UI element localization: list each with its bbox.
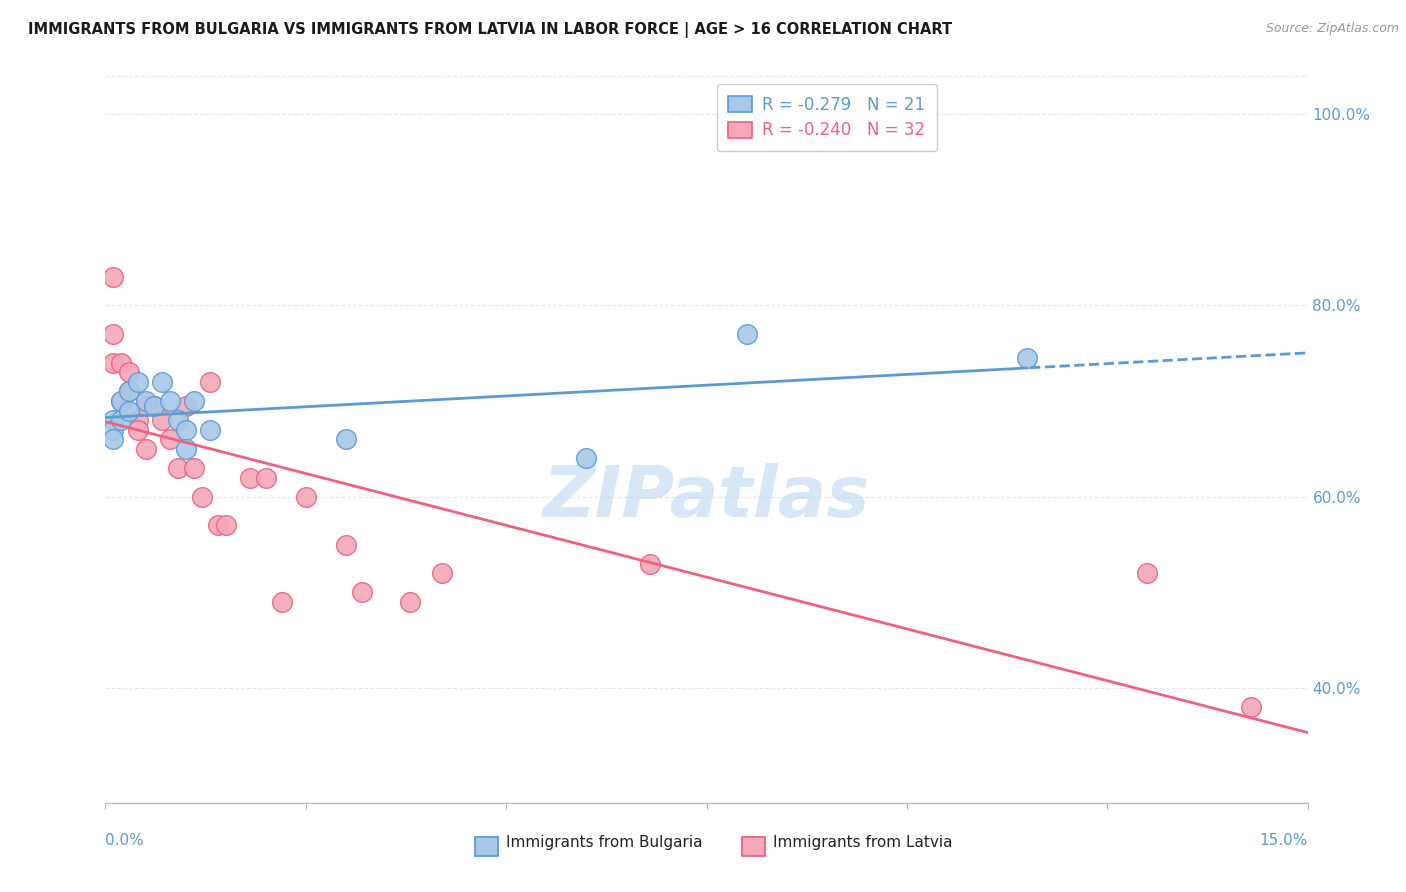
Point bbox=[350, 585, 373, 599]
Point bbox=[150, 413, 173, 427]
Point bbox=[430, 566, 453, 581]
Point bbox=[270, 595, 292, 609]
Point bbox=[174, 423, 197, 437]
Point bbox=[127, 423, 149, 437]
Point bbox=[254, 470, 277, 484]
Point bbox=[110, 394, 132, 409]
Point bbox=[118, 365, 141, 379]
Point bbox=[150, 375, 173, 389]
Point bbox=[135, 442, 157, 456]
Text: Immigrants from Latvia: Immigrants from Latvia bbox=[773, 836, 953, 850]
Point bbox=[110, 356, 132, 370]
Point bbox=[575, 451, 598, 466]
Text: 0.0%: 0.0% bbox=[105, 833, 145, 847]
Point bbox=[1017, 351, 1039, 365]
Point bbox=[103, 413, 125, 427]
Point bbox=[127, 375, 149, 389]
Point bbox=[207, 518, 229, 533]
Point bbox=[1136, 566, 1159, 581]
Point bbox=[295, 490, 318, 504]
Legend: R = -0.279   N = 21, R = -0.240   N = 32: R = -0.279 N = 21, R = -0.240 N = 32 bbox=[717, 84, 936, 151]
Point bbox=[118, 403, 141, 417]
Point bbox=[735, 327, 758, 342]
Point bbox=[118, 384, 141, 399]
Text: IMMIGRANTS FROM BULGARIA VS IMMIGRANTS FROM LATVIA IN LABOR FORCE | AGE > 16 COR: IMMIGRANTS FROM BULGARIA VS IMMIGRANTS F… bbox=[28, 22, 952, 38]
Point bbox=[174, 399, 197, 413]
Point bbox=[118, 384, 141, 399]
Point bbox=[198, 423, 221, 437]
Point bbox=[166, 413, 188, 427]
Point bbox=[335, 537, 357, 551]
Point bbox=[142, 399, 165, 413]
Point bbox=[103, 433, 125, 447]
Text: Immigrants from Bulgaria: Immigrants from Bulgaria bbox=[506, 836, 703, 850]
Point bbox=[183, 394, 205, 409]
Point bbox=[174, 442, 197, 456]
Point bbox=[110, 413, 132, 427]
Point bbox=[159, 433, 181, 447]
Point bbox=[142, 399, 165, 413]
Point bbox=[135, 399, 157, 413]
Point bbox=[183, 461, 205, 475]
Point bbox=[166, 461, 188, 475]
Point bbox=[190, 490, 212, 504]
Point bbox=[399, 595, 422, 609]
Point bbox=[135, 394, 157, 409]
Point bbox=[103, 327, 125, 342]
Point bbox=[239, 470, 262, 484]
Point bbox=[214, 518, 236, 533]
Point bbox=[1240, 700, 1263, 714]
Point bbox=[335, 433, 357, 447]
Text: Source: ZipAtlas.com: Source: ZipAtlas.com bbox=[1265, 22, 1399, 36]
Point bbox=[103, 356, 125, 370]
Point bbox=[103, 423, 125, 437]
Point bbox=[127, 413, 149, 427]
Point bbox=[110, 394, 132, 409]
Point bbox=[198, 375, 221, 389]
Text: 15.0%: 15.0% bbox=[1260, 833, 1308, 847]
Point bbox=[103, 269, 125, 284]
Point bbox=[640, 557, 662, 571]
Point bbox=[159, 394, 181, 409]
Text: ZIPatlas: ZIPatlas bbox=[543, 463, 870, 532]
